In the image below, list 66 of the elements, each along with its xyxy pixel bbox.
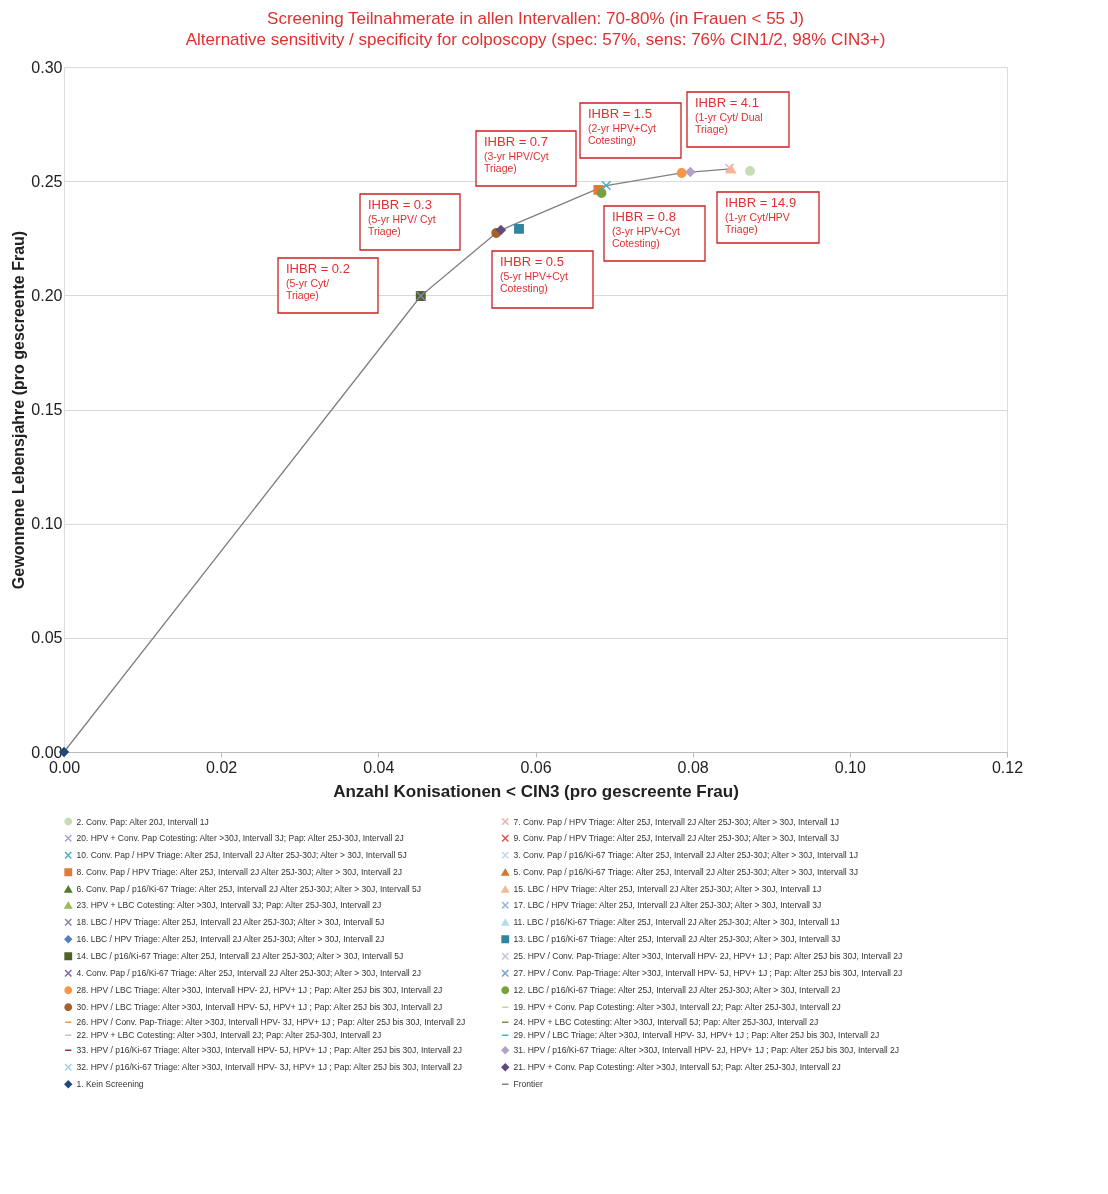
legend-label: 32. HPV / p16/Ki-67 Triage: Alter >30J, Intervall HPV- 3J, HPV+ 1J ; Pap: Alter 25J bis 30J, Intervall 2J	[76, 1062, 463, 1073]
point	[745, 165, 755, 176]
annotation: IHBR = 0.8 (3-yr HPV+Cyt Cotesting)	[612, 209, 681, 249]
point	[685, 167, 696, 177]
legend-label: 11. LBC / p16/Ki-67 Triage: Alter 25J, Intervall 2J Alter 25J-30J; Alter > 30J, Intervall 1J	[513, 917, 840, 928]
annotation: IHBR = 0.2 (5-yr Cyt/ Triage)	[286, 261, 350, 301]
x-axis-title: Anzahl Konisationen < CIN3 (pro gescreente Frau)	[333, 781, 739, 801]
legend-label: Frontier	[513, 1079, 543, 1090]
annotation: IHBR = 14.9 (1-yr Cyt/HPV Triage)	[725, 195, 797, 235]
legend-label: 18. LBC / HPV Triage: Alter 25J, Intervall 2J Alter 25J-30J; Alter > 30J, Intervall 5J	[76, 917, 385, 928]
x-tick-label: 0.10	[834, 758, 867, 776]
legend-label: 26. HPV / Conv. Pap-Triage: Alter >30J, Intervall HPV- 3J, HPV+ 1J ; Pap: Alter 25J bis 30J, Intervall 2J	[76, 1017, 466, 1028]
legend-label: 16. LBC / HPV Triage: Alter 25J, Intervall 2J Alter 25J-30J; Alter > 30J, Intervall 2J	[76, 934, 385, 945]
legend-label: 31. HPV / p16/Ki-67 Triage: Alter >30J, Intervall HPV- 2J, HPV+ 1J ; Pap: Alter 25J bis 30J, Intervall 2J	[513, 1045, 900, 1056]
legend-label: 1. Kein Screening	[76, 1079, 144, 1090]
legend-label: 27. HPV / Conv. Pap-Triage: Alter >30J, Intervall HPV- 5J, HPV+ 1J ; Pap: Alter 25J bis 30J, Intervall 2J	[513, 968, 903, 979]
point	[676, 168, 687, 178]
legend-label: 21. HPV + Conv. Pap Cotesting: Alter >30J, Intervall 5J; Pap: Alter 25J-30J, Intervall 2J	[513, 1062, 841, 1073]
x-tick-label: 0.08	[677, 758, 709, 776]
legend-label: 30. HPV / LBC Triage: Alter >30J, Intervall HPV- 5J, HPV+ 1J ; Pap: Alter 25J bis 30J, Intervall 2J	[76, 1002, 443, 1013]
legend-label: 25. HPV / Conv. Pap-Triage: Alter >30J, Intervall HPV- 2J, HPV+ 1J ; Pap: Alter 25J bis 30J, Intervall 2J	[513, 951, 903, 962]
legend-label: 7. Conv. Pap / HPV Triage: Alter 25J, Intervall 2J Alter 25J-30J; Alter > 30J, Intervall 1J	[513, 816, 840, 827]
legend-label: 22. HPV + LBC Cotesting: Alter >30J, Intervall 2J; Pap: Alter 25J-30J, Intervall 2J	[76, 1030, 382, 1041]
y-axis-title: Gewonnene Lebensjahre (pro gescreente Frau)	[10, 230, 28, 590]
annotation: IHBR = 4.1 (1-yr Cyt/ Dual Triage)	[695, 95, 763, 135]
x-tick-label: 0.02	[206, 758, 238, 776]
legend-label: 14. LBC / p16/Ki-67 Triage: Alter 25J, Intervall 2J Alter 25J-30J; Alter > 30J, Intervall 5J	[76, 951, 404, 962]
legend-label: 3. Conv. Pap / p16/Ki-67 Triage: Alter 25J, Intervall 2J Alter 25J-30J; Alter > 30J, Intervall 1J	[513, 850, 859, 861]
annotation: IHBR = 0.7 (3-yr HPV/Cyt Triage)	[484, 134, 549, 174]
legend-label: 23. HPV + LBC Cotesting: Alter >30J, Intervall 3J; Pap: Alter 25J-30J, Intervall 2J	[76, 900, 382, 911]
legend-label: 8. Conv. Pap / HPV Triage: Alter 25J, Intervall 2J Alter 25J-30J; Alter > 30J, Intervall 2J	[76, 867, 403, 878]
y-tick-label: 0.10	[31, 515, 63, 533]
point	[514, 223, 524, 234]
legend-label: 17. LBC / HPV Triage: Alter 25J, Intervall 2J Alter 25J-30J; Alter > 30J, Intervall 3J	[513, 900, 822, 911]
legend-label: 2. Conv. Pap: Alter 20J, Intervall 1J	[76, 816, 209, 827]
y-tick-label: 0.15	[31, 401, 63, 418]
legend-label: 12. LBC / p16/Ki-67 Triage: Alter 25J, Intervall 2J Alter 25J-30J; Alter > 30J, Intervall 2J	[513, 985, 841, 996]
legend-label: 33. HPV / p16/Ki-67 Triage: Alter >30J, Intervall HPV- 5J, HPV+ 1J ; Pap: Alter 25J bis 30J, Intervall 2J	[76, 1045, 463, 1056]
legend-label: 9. Conv. Pap / HPV Triage: Alter 25J, Intervall 2J Alter 25J-30J; Alter > 30J, Intervall 3J	[513, 833, 840, 844]
x-tick-label: 0.12	[991, 758, 1024, 776]
point	[495, 225, 506, 235]
y-tick-label: 0.20	[31, 286, 63, 304]
legend-label: 29. HPV / LBC Triage: Alter >30J, Intervall HPV- 3J, HPV+ 1J ; Pap: Alter 25J bis 30J, Intervall 2J	[513, 1030, 880, 1041]
chart-subtitle: Alternative sensitivity / specificity for colposcopy (spec: 57%, sens: 76% CIN1/2, 98% CIN3+)	[185, 30, 886, 49]
legend-label: 13. LBC / p16/Ki-67 Triage: Alter 25J, Intervall 2J Alter 25J-30J; Alter > 30J, Intervall 3J	[513, 934, 841, 945]
annotation: IHBR = 0.5 (5-yr HPV+Cyt Cotesting)	[500, 254, 569, 294]
legend-label: 15. LBC / HPV Triage: Alter 25J, Intervall 2J Alter 25J-30J; Alter > 30J, Intervall 1J	[513, 884, 822, 895]
legend-label: 24. HPV + LBC Cotesting: Alter >30J, Intervall 5J; Pap: Alter 25J-30J, Intervall 2J	[513, 1017, 819, 1028]
y-tick-label: 0.25	[31, 172, 63, 190]
legend-label: 19. HPV + Conv. Pap Cotesting: Alter >30J, Intervall 2J; Pap: Alter 25J-30J, Intervall 2J	[513, 1002, 841, 1013]
legend-label: 6. Conv. Pap / p16/Ki-67 Triage: Alter 25J, Intervall 2J Alter 25J-30J; Alter > 30J, Intervall 5J	[76, 884, 422, 895]
legend-label: 28. HPV / LBC Triage: Alter >30J, Intervall HPV- 2J, HPV+ 1J ; Pap: Alter 25J bis 30J, Intervall 2J	[76, 985, 443, 996]
legend-label: 4. Conv. Pap / p16/Ki-67 Triage: Alter 25J, Intervall 2J Alter 25J-30J; Alter > 30J, Intervall 2J	[76, 968, 422, 979]
y-tick-label: 0.05	[31, 629, 63, 647]
legend-label: 20. HPV + Conv. Pap Cotesting: Alter >30J, Intervall 3J; Pap: Alter 25J-30J, Intervall 2J	[76, 833, 404, 844]
legend-label: 5. Conv. Pap / p16/Ki-67 Triage: Alter 25J, Intervall 2J Alter 25J-30J; Alter > 30J, Intervall 3J	[513, 867, 859, 878]
chart-title: Screening Teilnahmerate in allen Intervallen: 70-80% (in Frauen < 55 J)	[267, 9, 804, 28]
y-tick-label: 0.30	[31, 58, 63, 76]
x-tick-label: 0.06	[520, 758, 552, 776]
point	[601, 180, 612, 191]
legend-label: 10. Conv. Pap / HPV Triage: Alter 25J, Intervall 2J Alter 25J-30J; Alter > 30J, Intervall 5J	[76, 850, 407, 861]
annotation: IHBR = 1.5 (2-yr HPV+Cyt Cotesting)	[588, 106, 657, 146]
point	[596, 188, 607, 198]
annotation: IHBR = 0.3 (5-yr HPV/ Cyt Triage)	[368, 197, 436, 237]
x-tick-label: 0.04	[363, 758, 395, 776]
x-tick-label: 0.00	[48, 758, 81, 776]
